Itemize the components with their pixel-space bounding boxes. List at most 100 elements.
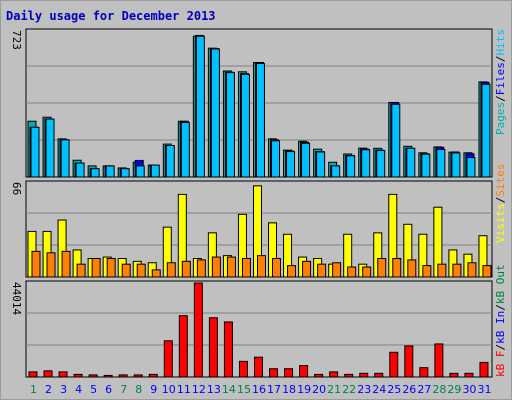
bar-kbytes-day-8	[133, 374, 143, 378]
bar-kbytes-day-23	[359, 372, 369, 378]
day-label-9: 9	[150, 383, 157, 396]
day-label-14: 14	[222, 383, 236, 396]
day-label-31: 31	[477, 383, 491, 396]
bar-sites-day-19	[302, 260, 312, 278]
bar-kbytes-day-30	[464, 372, 474, 378]
bar-hits-day-4	[75, 162, 85, 178]
bar-hits-day-12	[195, 35, 205, 178]
bar-sites-day-13	[211, 256, 221, 278]
legend-hits-files-pages-part-1: /	[494, 95, 507, 102]
bar-hits-day-17	[271, 140, 281, 178]
day-label-13: 13	[207, 383, 221, 396]
bar-sites-day-16	[256, 255, 266, 278]
bar-hits-day-22	[346, 155, 356, 178]
bar-kbytes-day-29	[449, 372, 459, 378]
bar-sites-day-10	[166, 262, 176, 278]
bar-kbytes-day-10	[163, 340, 173, 378]
bar-sites-day-29	[452, 263, 462, 278]
bar-sites-day-1	[31, 250, 41, 278]
y-max-label: 44014	[10, 282, 23, 315]
day-label-24: 24	[372, 383, 386, 396]
legend-kbytes-part-0: kB F	[494, 351, 507, 378]
day-label-30: 30	[462, 383, 476, 396]
legend-visits-sites-part-1: /	[494, 197, 507, 204]
bar-kbytes-day-6	[103, 374, 113, 378]
bar-hits-day-25	[391, 103, 401, 178]
bar-hits-day-2	[45, 118, 55, 178]
legend-hits-files-pages-part-3: /	[494, 56, 507, 63]
bar-kbytes-day-22	[344, 373, 354, 378]
bar-kbytes-day-28	[434, 343, 444, 378]
day-label-19: 19	[297, 383, 311, 396]
bar-hits-day-31	[481, 83, 491, 178]
bar-hits-day-21	[331, 165, 341, 178]
day-label-23: 23	[357, 383, 371, 396]
day-label-8: 8	[135, 383, 142, 396]
legend-kbytes-part-3: /	[494, 304, 507, 311]
bar-sites-day-15	[241, 257, 251, 278]
bar-sites-day-25	[392, 257, 402, 278]
bar-kbytes-day-18	[284, 368, 294, 378]
bar-kbytes-day-9	[148, 373, 158, 378]
bar-hits-day-19	[301, 142, 311, 178]
bar-sites-day-4	[76, 263, 86, 278]
bar-sites-day-24	[377, 257, 387, 278]
bar-kbytes-day-3	[58, 371, 68, 378]
day-label-29: 29	[447, 383, 461, 396]
bar-hits-day-5	[90, 168, 100, 178]
bar-hits-day-29	[451, 152, 461, 178]
bar-sites-day-26	[407, 259, 417, 278]
day-label-2: 2	[45, 383, 52, 396]
day-label-1: 1	[30, 383, 37, 396]
day-label-25: 25	[387, 383, 401, 396]
day-label-7: 7	[120, 383, 127, 396]
bar-sites-day-27	[422, 265, 432, 278]
bar-kbytes-day-16	[253, 356, 263, 378]
bar-sites-day-20	[317, 263, 327, 278]
bar-hits-day-26	[406, 147, 416, 178]
bar-hits-day-11	[180, 121, 190, 178]
bar-kbytes-day-21	[329, 371, 339, 378]
day-label-27: 27	[417, 383, 431, 396]
bar-hits-day-28	[436, 149, 446, 178]
y-max-label: 66	[10, 182, 23, 195]
bar-sites-day-3	[61, 250, 71, 278]
bar-hits-day-13	[210, 48, 220, 178]
legend-visits-sites-part-0: Visits	[494, 203, 507, 243]
bar-sites-day-31	[482, 265, 492, 278]
bar-kbytes-day-2	[43, 370, 53, 378]
bar-hits-day-10	[165, 144, 175, 178]
legend-visits-sites: Visits/Sites	[494, 164, 507, 244]
day-label-22: 22	[342, 383, 356, 396]
bar-kbytes-day-24	[374, 372, 384, 378]
day-label-10: 10	[162, 383, 176, 396]
bar-kbytes-day-4	[73, 373, 83, 378]
day-label-21: 21	[327, 383, 341, 396]
bar-sites-day-5	[91, 257, 101, 278]
legend-hits-files-pages-part-4: Hits	[494, 29, 507, 56]
bar-hits-day-15	[240, 73, 250, 178]
bar-kbytes-day-13	[208, 317, 218, 378]
bar-kbytes-day-11	[178, 315, 188, 378]
bar-hits-day-30	[466, 157, 476, 178]
legend-kbytes-part-1: /	[494, 344, 507, 351]
bar-sites-day-14	[226, 256, 236, 278]
bar-hits-day-27	[421, 153, 431, 178]
legend-visits-sites-part-2: Sites	[494, 164, 507, 197]
bar-sites-day-9	[151, 269, 161, 278]
bar-sites-day-30	[467, 262, 477, 278]
day-label-11: 11	[177, 383, 191, 396]
day-label-12: 12	[192, 383, 206, 396]
bar-hits-day-6	[105, 165, 115, 178]
day-label-4: 4	[75, 383, 82, 396]
bar-sites-day-22	[347, 266, 357, 278]
bar-hits-day-23	[361, 149, 371, 178]
bar-kbytes-day-27	[419, 367, 429, 378]
bar-sites-day-11	[181, 260, 191, 278]
bar-kbytes-day-12	[193, 282, 203, 378]
legend-kbytes-part-4: kB Out	[494, 264, 507, 304]
day-label-26: 26	[402, 383, 416, 396]
bar-kbytes-day-20	[314, 373, 324, 378]
